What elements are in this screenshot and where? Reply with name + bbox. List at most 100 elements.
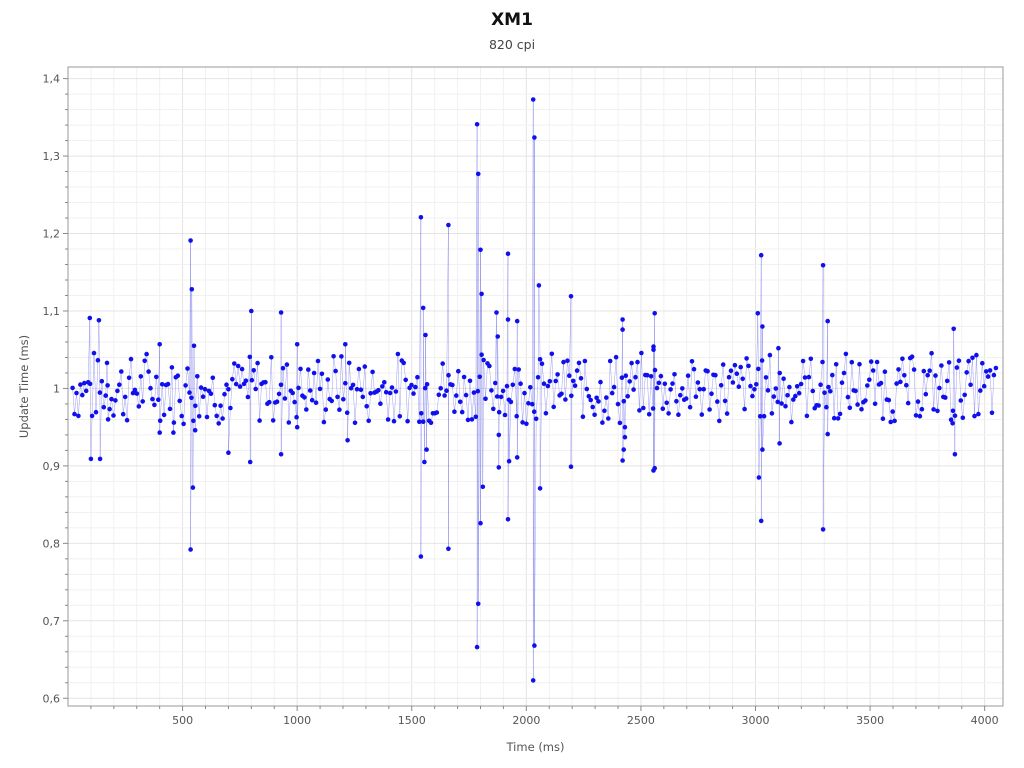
data-point — [424, 447, 429, 452]
data-point — [779, 401, 784, 406]
data-point — [680, 386, 685, 391]
data-point — [494, 310, 499, 315]
data-point — [345, 438, 350, 443]
data-point — [505, 317, 511, 322]
data-point — [902, 373, 907, 378]
data-point — [524, 421, 529, 427]
data-point — [319, 371, 325, 377]
data-point — [600, 420, 605, 425]
data-point — [282, 396, 288, 401]
data-point — [545, 383, 551, 389]
data-point — [191, 418, 196, 424]
data-point — [117, 382, 122, 388]
data-point — [798, 381, 804, 387]
data-point — [237, 384, 243, 389]
data-point — [290, 390, 296, 396]
data-point — [411, 391, 416, 396]
data-point — [968, 382, 973, 388]
data-point — [483, 396, 488, 402]
data-point — [555, 372, 560, 377]
data-point — [541, 381, 547, 387]
data-point — [528, 385, 533, 390]
data-point — [650, 406, 656, 411]
data-point — [981, 383, 987, 389]
data-point — [532, 643, 537, 648]
data-point — [748, 383, 753, 389]
data-point — [676, 412, 681, 418]
data-point — [793, 393, 798, 399]
data-point — [602, 408, 607, 414]
data-point — [222, 391, 227, 397]
data-point — [849, 359, 855, 365]
data-point — [380, 384, 385, 389]
data-point — [255, 360, 260, 366]
data-point — [847, 405, 853, 411]
data-point — [387, 390, 393, 396]
data-point — [111, 413, 116, 418]
data-point — [474, 644, 480, 650]
data-point — [101, 404, 107, 410]
data-point — [498, 394, 504, 400]
data-point — [80, 392, 85, 398]
data-point — [76, 413, 81, 419]
data-point — [325, 377, 331, 382]
data-point — [461, 374, 467, 380]
data-point — [863, 398, 868, 403]
data-point — [226, 386, 231, 392]
data-point — [452, 409, 457, 415]
data-point — [247, 354, 253, 360]
grid-lines — [68, 67, 1003, 706]
data-point — [859, 407, 864, 412]
data-point — [115, 388, 120, 394]
data-point — [478, 520, 483, 526]
plot-area — [67, 66, 1004, 707]
data-point — [874, 359, 880, 365]
data-point — [935, 408, 940, 414]
data-point — [187, 390, 192, 395]
data-point — [331, 354, 336, 359]
data-point — [898, 379, 903, 385]
data-point — [880, 416, 886, 422]
data-point — [689, 359, 695, 364]
data-point — [383, 389, 389, 395]
data-points — [70, 97, 999, 683]
data-point — [939, 363, 944, 368]
data-point — [760, 324, 765, 329]
data-point — [904, 382, 909, 388]
data-point — [980, 360, 985, 366]
data-point — [91, 350, 97, 356]
data-point — [189, 395, 194, 401]
data-point — [171, 420, 177, 425]
data-point — [985, 374, 991, 379]
y-tick-label: 0,9 — [43, 460, 61, 473]
data-point — [532, 135, 537, 140]
data-point — [413, 384, 418, 390]
data-point — [343, 380, 348, 386]
data-point — [707, 407, 712, 412]
data-point — [974, 352, 979, 358]
data-point — [500, 388, 506, 394]
data-point — [672, 372, 677, 377]
data-point — [175, 373, 181, 379]
data-point — [78, 382, 83, 387]
data-point — [800, 358, 806, 364]
data-point — [615, 401, 621, 407]
data-point — [457, 399, 463, 405]
data-point — [514, 318, 520, 324]
data-point — [664, 400, 669, 406]
data-point — [586, 394, 592, 399]
data-point — [446, 372, 451, 378]
data-point — [767, 352, 773, 358]
data-point — [321, 419, 327, 425]
data-point — [518, 381, 523, 387]
data-point — [791, 397, 796, 402]
data-point — [755, 311, 761, 316]
data-point — [757, 414, 763, 419]
data-point — [505, 251, 511, 256]
data-point — [855, 402, 860, 407]
data-point — [697, 386, 703, 392]
data-point — [658, 373, 664, 379]
data-point — [220, 416, 225, 421]
data-point — [620, 317, 625, 322]
data-point — [214, 413, 219, 419]
